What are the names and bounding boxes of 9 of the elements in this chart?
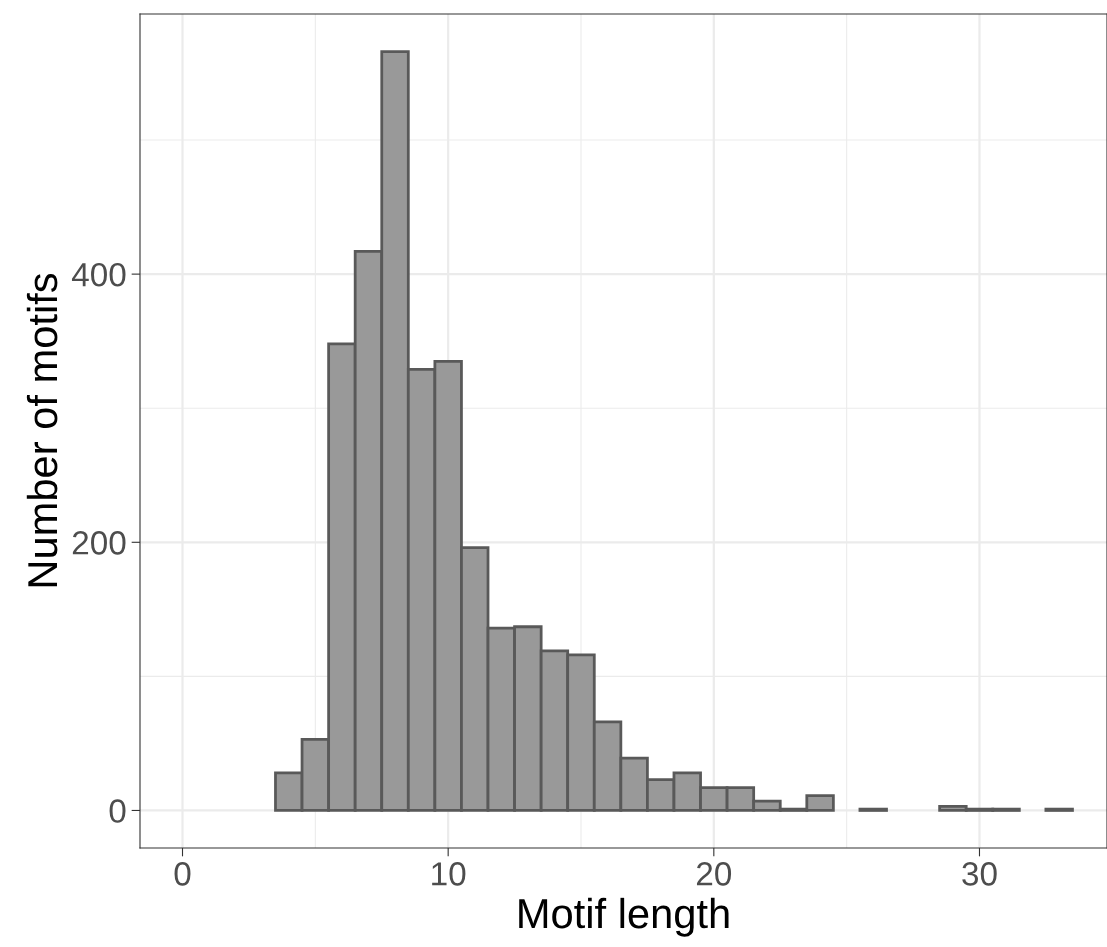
x-tick-label: 10 xyxy=(432,862,466,886)
x-tick-label: 0 xyxy=(174,862,191,886)
x-tick-label: 20 xyxy=(696,862,732,886)
y-tick-label: 200 xyxy=(72,531,126,555)
y-axis-title: Number of motifs xyxy=(26,273,58,587)
y-tick-label: 400 xyxy=(71,262,126,287)
x-tick-label: 30 xyxy=(962,862,997,886)
x-axis-title: Motif length xyxy=(519,897,729,937)
y-tick-label: 0 xyxy=(109,799,126,823)
